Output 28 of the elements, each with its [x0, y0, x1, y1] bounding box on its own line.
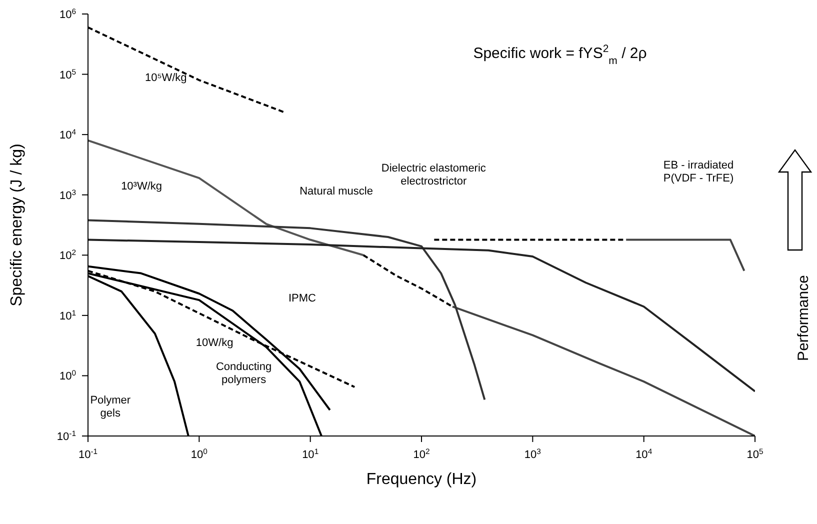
y-tick-label: 10$^{0}$ [59, 368, 76, 383]
annotation: Natural muscle [300, 185, 373, 198]
annotation: 10W/kg [196, 336, 234, 349]
annotation: Specific work = fYS$^{2}$$_{m}$ / 2ρ [473, 43, 647, 67]
x-tick-label: 10$^{0}$ [190, 446, 208, 461]
annotation: EB - irradiated P(VDF - TrFE) [663, 159, 734, 184]
x-tick-label: 10$^{5}$ [746, 446, 764, 461]
y-tick-label: 10$^{-1}$ [56, 428, 76, 443]
y-tick-label: 10$^{4}$ [59, 127, 77, 142]
annotation: Polymer gels [90, 394, 131, 420]
annotation: 10³W/kg [121, 180, 162, 193]
text: Performance [795, 275, 812, 361]
annotation: Dielectric elastomeric electrostrictor [381, 162, 486, 188]
x-tick-label: 10$^{3}$ [524, 446, 541, 461]
x-tick-label: 10$^{-1}$ [78, 446, 98, 461]
annotation: Conducting polymers [216, 360, 272, 386]
y-tick-label: 10$^{6}$ [59, 6, 76, 21]
x-tick-label: 10$^{1}$ [302, 446, 319, 461]
annotation: IPMC [288, 292, 316, 305]
y-tick-label: 10$^{1}$ [59, 308, 76, 322]
x-tick-label: 10$^{4}$ [636, 446, 653, 461]
x-axis-title: Frequency (Hz) [366, 471, 477, 488]
y-axis-title: Specific energy (J / kg) [8, 144, 26, 306]
y-tick-label: 10$^{5}$ [59, 66, 76, 82]
x-tick-label: 10$^{2}$ [413, 446, 430, 461]
y-tick-label: 10$^{2}$ [59, 248, 76, 262]
y-tick-label: 10$^{3}$ [59, 187, 76, 202]
annotation: 10⁵W/kg [144, 72, 187, 84]
